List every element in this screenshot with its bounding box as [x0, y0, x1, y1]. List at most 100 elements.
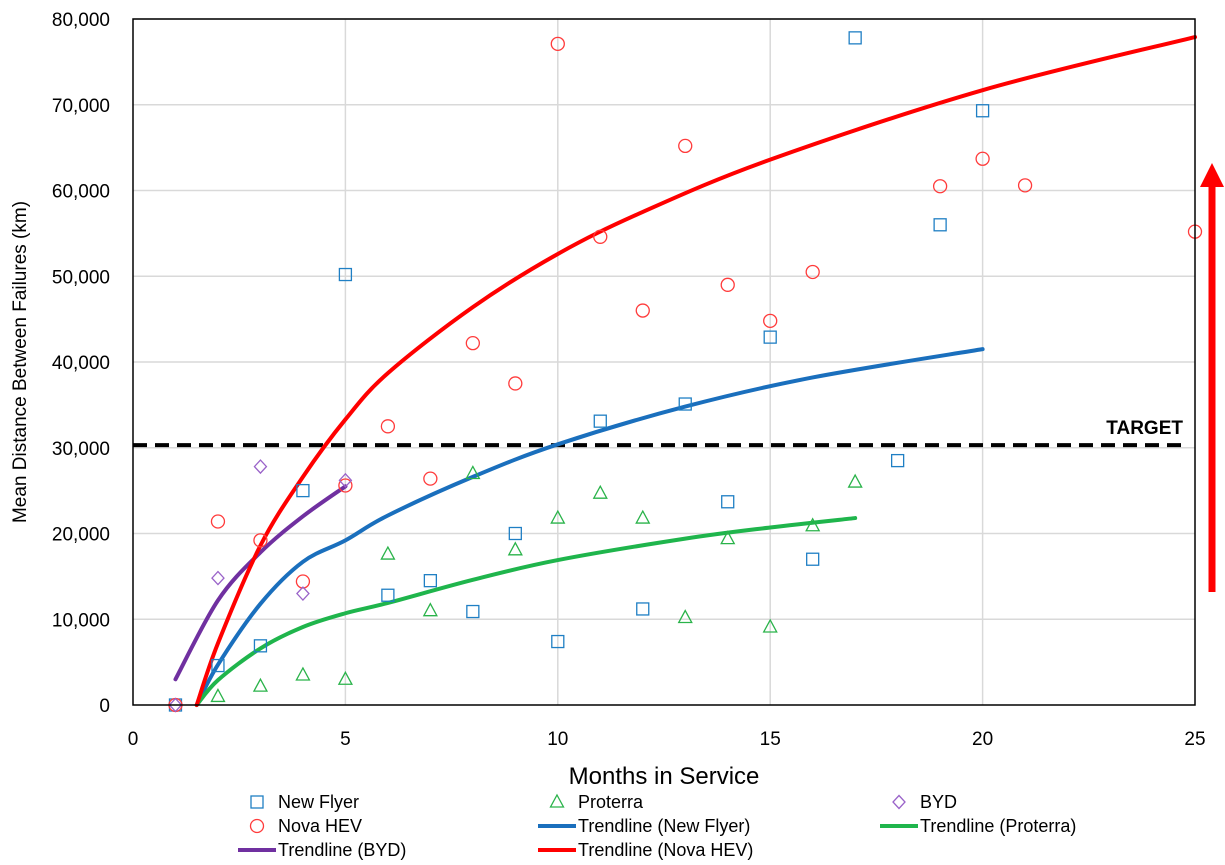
trendline-nova-hev [194, 35, 1197, 707]
nova-hev-point [593, 229, 608, 244]
nova-hev-point [550, 36, 565, 52]
proterra-point [805, 517, 821, 532]
legend-label: New Flyer [278, 792, 359, 812]
nova-hev-point [295, 574, 311, 589]
nova-hev-point [210, 514, 226, 529]
legend-label: Nova HEV [278, 816, 362, 836]
proterra-point [252, 677, 269, 692]
legend-marker [250, 795, 264, 809]
arrow-head [1200, 163, 1224, 187]
new-flyer-point [508, 526, 522, 541]
byd-point [296, 586, 310, 601]
tick-labels: 0 5 10 15 20 25 0 10,000 20,000 30,000 40,000 50,00… [52, 10, 1206, 750]
proterra-point [422, 602, 438, 617]
grid-lines [133, 18, 1195, 705]
legend-item-trendline-new-flyer: Trendline (New Flyer) [538, 816, 750, 836]
proterra-point [720, 530, 736, 545]
legend: New Flyer Proterra BYD Nova HEV Trendline (N… [238, 792, 1076, 860]
nova-hev-point [508, 376, 523, 391]
legend-label: Trendline (BYD) [278, 840, 406, 860]
legend-item-proterra: Proterra [549, 792, 644, 812]
nova-hev-point [1017, 178, 1033, 193]
new-flyer-point [763, 330, 777, 344]
proterra-point [380, 545, 396, 560]
proterra-point [550, 509, 566, 524]
legend-label: Trendline (Nova HEV) [578, 840, 753, 860]
legend-item-new-flyer: New Flyer [250, 792, 359, 812]
legend-label: Proterra [578, 792, 644, 812]
new-flyer-point [890, 453, 905, 468]
y-tick-label: 40,000 [52, 353, 110, 374]
legend-marker [892, 794, 906, 810]
y-axis-title: Mean Distance Between Failures (km) [10, 201, 31, 523]
proterra-point [507, 541, 523, 556]
axis-titles: Months in Service Mean Distance Between … [10, 201, 1183, 790]
byd-point [338, 472, 353, 488]
x-tick-label: 20 [972, 729, 993, 750]
new-flyer-point [678, 397, 692, 411]
new-flyer-point [338, 267, 353, 282]
x-tick-label: 0 [128, 729, 139, 750]
legend-item-trendline-byd: Trendline (BYD) [238, 840, 406, 860]
byd-point [211, 570, 225, 586]
proterra-point [592, 484, 608, 499]
legend-label: BYD [920, 792, 957, 812]
byd-point [168, 697, 183, 713]
nova-hev-point [975, 151, 990, 166]
nova-hev-point [763, 313, 778, 328]
new-flyer-point [806, 552, 820, 566]
proterra-point [762, 618, 778, 633]
proterra-point [210, 688, 226, 703]
proterra-point [635, 509, 651, 524]
new-flyer-point [593, 414, 607, 428]
y-tick-label: 10,000 [52, 610, 110, 631]
proterra-point [465, 465, 481, 480]
new-flyer-point [381, 588, 395, 602]
nova-hev-point [678, 138, 693, 154]
legend-item-nova-hev: Nova HEV [249, 816, 362, 836]
y-tick-label: 60,000 [52, 182, 110, 203]
y-tick-label: 30,000 [52, 439, 110, 460]
target-label: TARGET [1106, 418, 1183, 439]
legend-item-trendline-proterra: Trendline (Proterra) [880, 816, 1076, 836]
nova-hev-point [805, 264, 820, 280]
y-tick-label: 70,000 [52, 96, 110, 117]
y-tick-label: 0 [99, 696, 110, 717]
trendlines [173, 35, 1197, 707]
legend-item-byd: BYD [892, 792, 957, 812]
y-tick-label: 20,000 [52, 525, 110, 546]
new-flyer-point [975, 104, 990, 118]
nova-hev-point [380, 419, 396, 434]
plot-area-border [132, 18, 1196, 706]
nova-hev-point [253, 533, 268, 548]
y-tick-label: 80,000 [52, 10, 110, 31]
proterra-point [677, 609, 693, 624]
new-flyer-point [636, 602, 650, 616]
legend-marker [249, 818, 265, 834]
legend-label: Trendline (Proterra) [920, 816, 1076, 836]
new-flyer-point [721, 495, 735, 509]
trendline-new-flyer [194, 347, 985, 707]
byd-point [253, 459, 268, 475]
trendline-proterra [194, 516, 858, 707]
legend-marker [549, 793, 565, 808]
new-flyer-point [551, 634, 565, 649]
nova-hev-point [720, 277, 735, 292]
new-flyer-point [848, 31, 862, 45]
nova-hev-point [932, 179, 948, 194]
data-points [168, 31, 1203, 713]
x-tick-label: 25 [1184, 729, 1205, 750]
nova-hev-point [465, 335, 480, 351]
x-tick-label: 15 [760, 729, 781, 750]
nova-hev-point [635, 303, 650, 318]
legend-label: Trendline (New Flyer) [578, 816, 750, 836]
up-arrow-icon [1200, 163, 1224, 592]
proterra-point [295, 666, 311, 681]
x-tick-label: 5 [340, 729, 351, 750]
y-tick-label: 50,000 [52, 267, 110, 288]
nova-hev-point [423, 471, 438, 486]
x-tick-label: 10 [547, 729, 568, 750]
nova-hev-point [338, 478, 353, 493]
new-flyer-point [211, 658, 225, 673]
proterra-point [337, 670, 353, 685]
